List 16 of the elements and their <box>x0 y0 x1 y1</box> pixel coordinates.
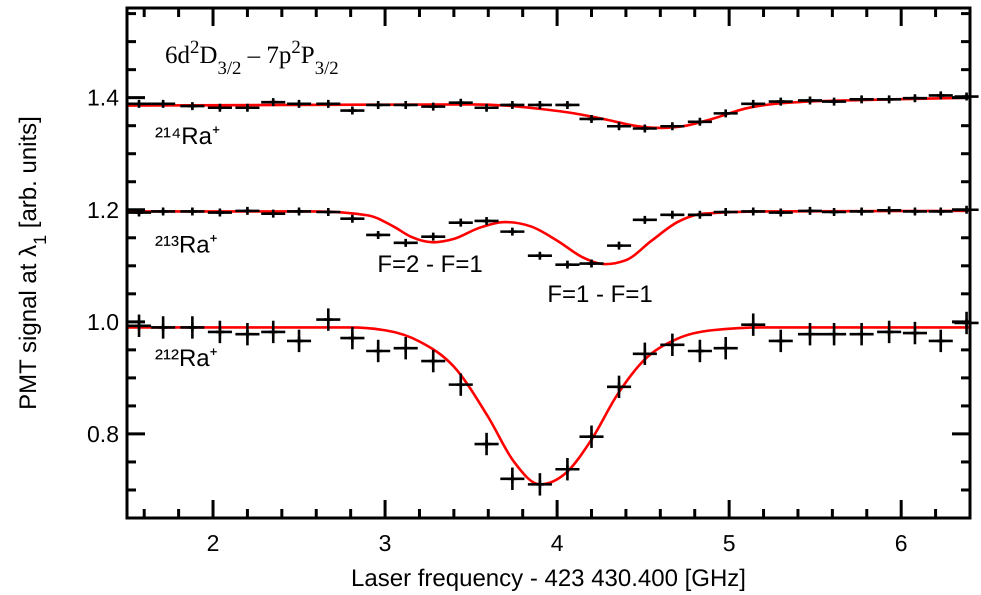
x-axis-title: Laser frequency - 423 430.400 [GHz] <box>351 565 746 592</box>
x-tick-label: 6 <box>894 530 908 556</box>
legend-label: ²¹⁴Ra⁺ <box>155 122 220 150</box>
x-tick-label: 5 <box>722 530 736 556</box>
y-tick-label: 1.0 <box>87 308 119 335</box>
annotation: F=2 - F=1 <box>377 251 483 278</box>
x-tick-label: 2 <box>206 530 220 556</box>
y-tick-label: 0.8 <box>87 420 119 447</box>
legend-label: ²¹²Ra⁺ <box>155 344 218 372</box>
annotation: F=1 - F=1 <box>547 281 653 308</box>
y-tick-label: 1.2 <box>87 196 119 223</box>
x-tick-label: 3 <box>378 530 392 556</box>
x-tick-label: 4 <box>550 530 564 556</box>
text: 6d$^{2}$D$_{3/2}$ – 7p$^{2}$P$_{3/2}$ <box>165 36 339 78</box>
legend-label: ²¹³Ra⁺ <box>155 232 218 259</box>
y-tick-label: 1.4 <box>87 84 120 111</box>
